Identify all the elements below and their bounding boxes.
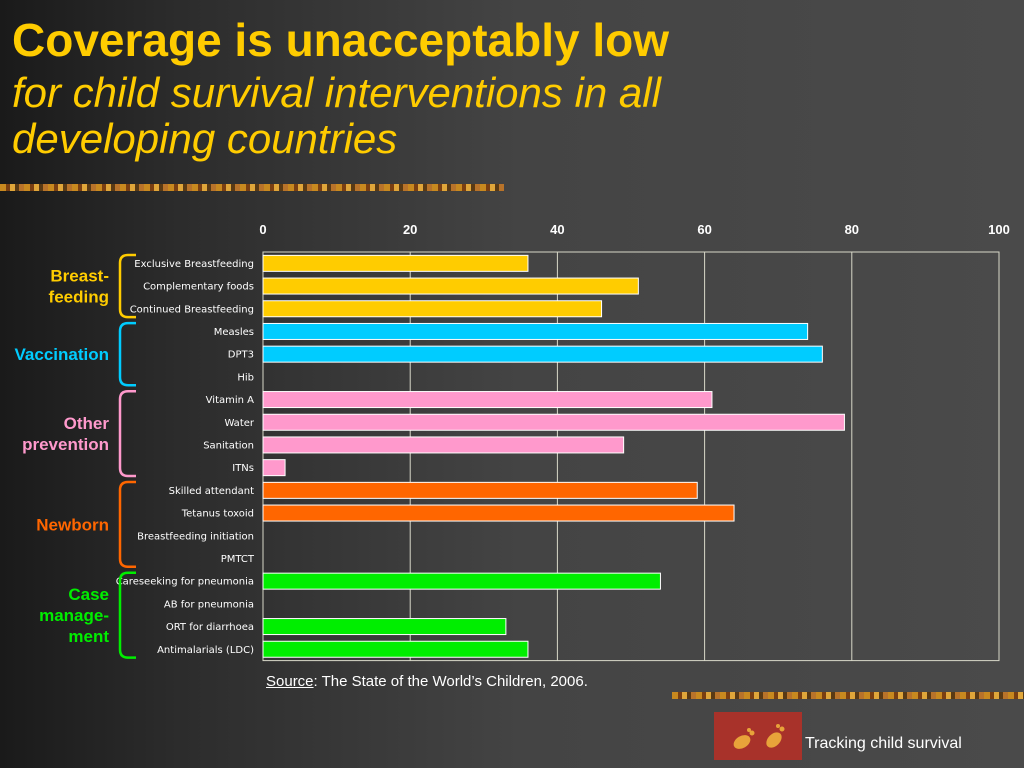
group-label: Breast-feeding — [49, 267, 109, 307]
group-label: Other prevention — [22, 414, 109, 454]
category-label: Sanitation — [203, 440, 254, 451]
footer-caption: Tracking child survival — [805, 735, 962, 752]
category-label: Careseeking for pneumonia — [116, 577, 254, 588]
footprints-icon — [733, 724, 785, 749]
source-note: Source: The State of the World’s Childre… — [266, 673, 588, 690]
category-label: Measles — [214, 327, 254, 338]
decorative-stripe-bottom — [672, 692, 1024, 699]
decorative-stripe-top — [0, 184, 504, 191]
category-label: Tetanus toxoid — [181, 509, 254, 520]
category-label: Complementary foods — [143, 282, 254, 293]
category-label: Hib — [237, 372, 254, 383]
bar — [262, 300, 603, 318]
category-label: Continued Breastfeeding — [130, 304, 254, 315]
bar — [262, 413, 845, 431]
category-label: PMTCT — [221, 554, 255, 565]
group-label: Case manage-ment — [39, 585, 109, 646]
plot-frame — [262, 251, 1000, 662]
group-label: Vaccination — [15, 345, 109, 364]
group-bracket — [118, 321, 136, 387]
coverage-bar-chart: 0 20 40 60 80 100 Exclusive Breastfeeding Compl… — [15, 222, 1010, 662]
group-bracket — [118, 389, 136, 478]
category-label: Skilled attendant — [169, 486, 254, 497]
bar — [262, 504, 735, 522]
footprints-logo — [714, 712, 802, 760]
bar — [262, 391, 713, 409]
bar — [262, 322, 809, 340]
category-label: Antimalarials (LDC) — [157, 645, 254, 656]
slide-subtitle: for child survival interventions in all … — [12, 69, 661, 162]
category-label: Vitamin A — [206, 395, 254, 406]
bar — [262, 572, 661, 590]
category-label: AB for pneumonia — [164, 599, 254, 610]
group-bracket — [118, 253, 136, 319]
bar — [262, 254, 529, 272]
category-label: ORT for diarrhoea — [166, 622, 254, 633]
bar — [262, 481, 698, 499]
category-label: Exclusive Breastfeeding — [134, 259, 254, 270]
group-bracket — [118, 480, 136, 569]
x-tick-label: 100 — [988, 222, 1010, 237]
x-tick-label: 20 — [403, 222, 417, 237]
bar — [262, 618, 507, 636]
category-label: ITNs — [232, 463, 254, 474]
group-bracket — [118, 571, 136, 659]
x-tick-label: 60 — [697, 222, 711, 237]
bar — [262, 640, 529, 658]
x-tick-label: 80 — [845, 222, 859, 237]
source-text: : The State of the World’s Children, 200… — [313, 673, 588, 690]
source-label: Source — [266, 673, 314, 690]
bar — [262, 436, 625, 454]
bar — [262, 345, 823, 363]
x-tick-label: 40 — [550, 222, 564, 237]
group-label: Newborn — [36, 515, 109, 534]
slide-title: Coverage is unacceptably low — [12, 14, 670, 66]
category-label: DPT3 — [228, 350, 254, 361]
bar — [262, 459, 286, 477]
bar — [262, 277, 639, 295]
x-tick-label: 0 — [259, 222, 266, 237]
category-label: Water — [224, 418, 254, 429]
category-label: Breastfeeding initiation — [137, 531, 254, 542]
